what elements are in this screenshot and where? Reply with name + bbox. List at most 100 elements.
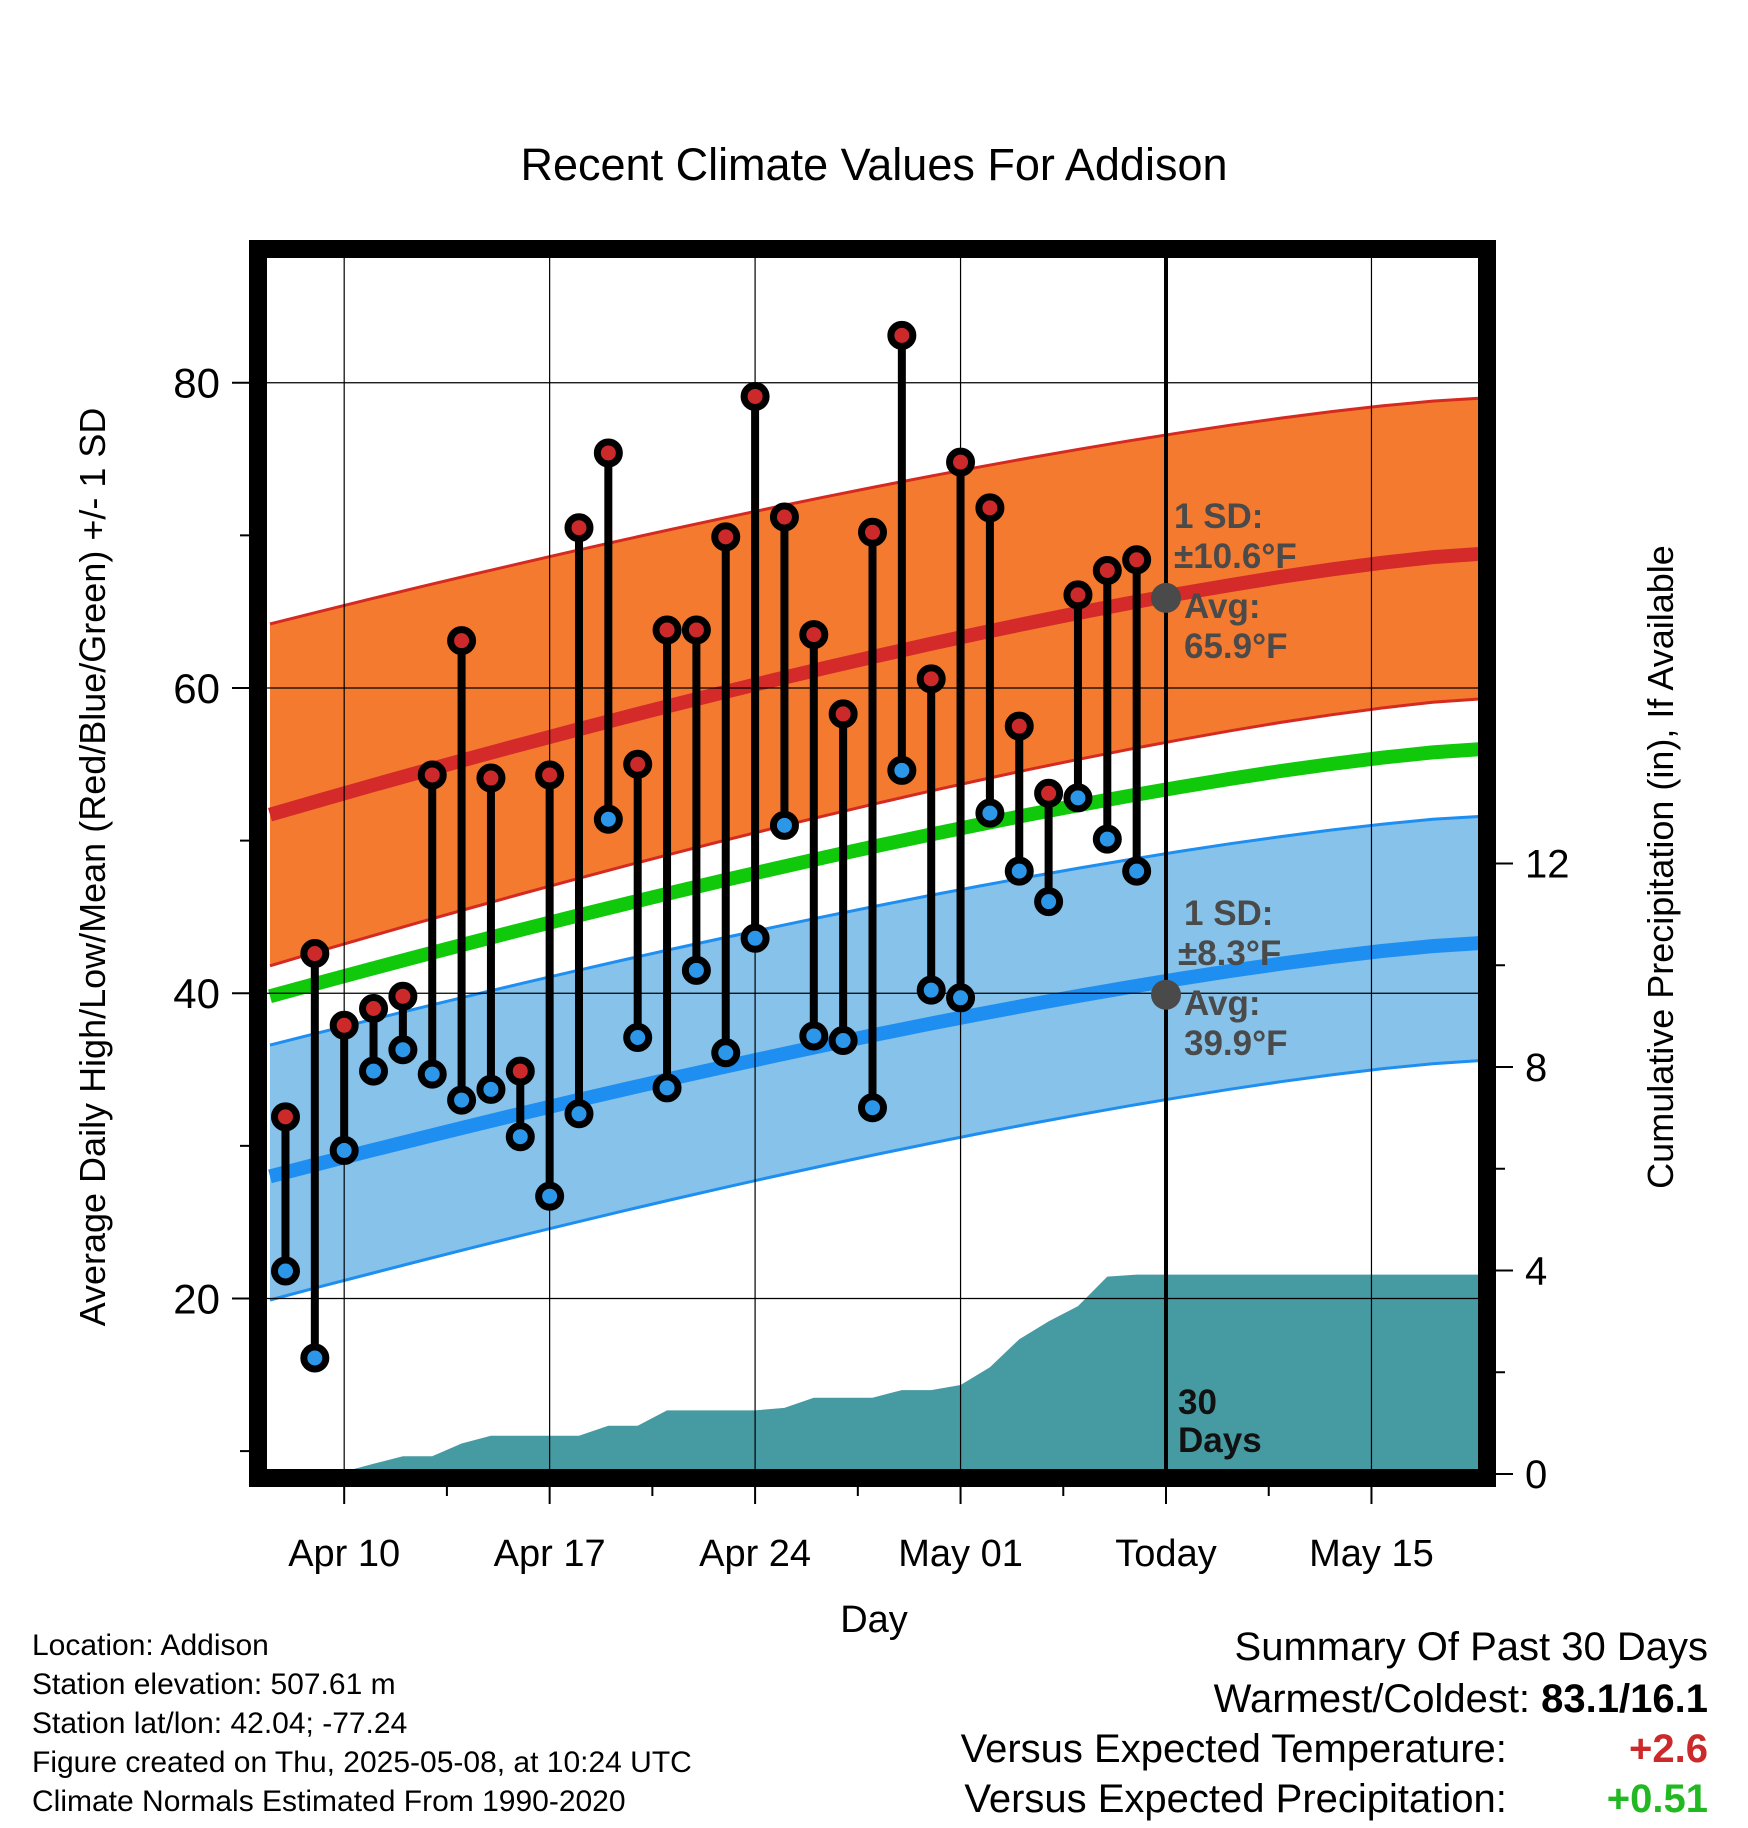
low-point bbox=[1122, 856, 1152, 886]
high-sd-label: 1 SD: bbox=[1174, 497, 1263, 536]
y-axis-label: Average Daily High/Low/Mean (Red/Blue/Gr… bbox=[72, 408, 113, 1327]
info-created: Figure created on Thu, 2025-05-08, at 10… bbox=[32, 1746, 692, 1779]
low-point bbox=[329, 1135, 359, 1165]
low-point bbox=[799, 1021, 829, 1051]
high-point bbox=[1034, 778, 1064, 808]
x-tick-label: Today bbox=[1115, 1533, 1216, 1575]
summary-precip-label: Versus Expected Precipitation: bbox=[964, 1777, 1507, 1821]
low-point bbox=[975, 798, 1005, 828]
low-point bbox=[858, 1093, 887, 1123]
low-point bbox=[564, 1099, 594, 1129]
info-latlon: Station lat/lon: 42.04; -77.24 bbox=[32, 1707, 408, 1740]
low-point bbox=[652, 1073, 682, 1103]
summary-warmest-label: Warmest/Coldest: bbox=[1213, 1677, 1531, 1721]
high-point bbox=[858, 517, 887, 547]
low-sd-label: 1 SD: bbox=[1184, 894, 1273, 933]
high-point bbox=[946, 447, 976, 477]
high-point bbox=[535, 760, 565, 790]
high-point bbox=[740, 381, 770, 411]
precipitation-area bbox=[335, 1274, 1483, 1474]
high-sd-value: ±10.6°F bbox=[1174, 537, 1297, 576]
today-high-avg-dot bbox=[1151, 582, 1182, 613]
high-point bbox=[300, 939, 330, 969]
high-point bbox=[329, 1010, 359, 1040]
summary-panel: Summary Of Past 30 Days Warmest/Coldest:… bbox=[961, 1620, 1708, 1824]
plot-frame bbox=[249, 240, 1496, 1487]
high-point bbox=[447, 626, 477, 656]
low-point bbox=[417, 1059, 447, 1089]
summary-precip-value: +0.51 bbox=[1606, 1777, 1708, 1821]
x-tick-label: Apr 17 bbox=[494, 1533, 606, 1575]
low-point bbox=[1004, 856, 1034, 886]
y-tick-label: 80 bbox=[173, 360, 220, 407]
chart-title: Recent Climate Values For Addison bbox=[520, 139, 1227, 190]
low-point bbox=[740, 923, 770, 953]
low-point bbox=[1063, 783, 1093, 813]
high-point bbox=[769, 502, 799, 532]
info-normals: Climate Normals Estimated From 1990-2020 bbox=[32, 1785, 626, 1818]
high-avg-value: 65.9°F bbox=[1184, 627, 1288, 666]
high-point bbox=[476, 763, 506, 793]
info-location: Location: Addison bbox=[32, 1629, 269, 1662]
low-point bbox=[505, 1122, 535, 1152]
summary-warmest-value: 83.1/16.1 bbox=[1541, 1677, 1708, 1721]
low-point bbox=[887, 755, 917, 785]
summary-title: Summary Of Past 30 Days bbox=[1234, 1625, 1708, 1669]
x-tick-label: Apr 10 bbox=[288, 1533, 400, 1575]
low-point bbox=[1034, 887, 1064, 917]
high-point bbox=[1122, 545, 1152, 575]
x-tick-label: Apr 24 bbox=[699, 1533, 811, 1575]
low-point bbox=[946, 983, 976, 1013]
high-point bbox=[681, 615, 711, 645]
high-point bbox=[359, 993, 389, 1023]
low-sd-value: ±8.3°F bbox=[1178, 934, 1281, 973]
summary-precip-row: Versus Expected Precipitation: +0.51 bbox=[961, 1774, 1708, 1824]
low-point bbox=[769, 810, 799, 840]
high-point bbox=[652, 615, 682, 645]
low-point bbox=[535, 1181, 565, 1211]
high-avg-label: Avg: bbox=[1184, 587, 1260, 626]
high-point bbox=[623, 749, 653, 779]
today-low-avg-dot bbox=[1151, 979, 1182, 1010]
high-point bbox=[564, 513, 594, 543]
low-point bbox=[711, 1038, 741, 1068]
low-point bbox=[359, 1056, 389, 1086]
high-point bbox=[799, 620, 829, 650]
y2-axis-label: Cumulative Precipitation (in), If Availa… bbox=[1640, 545, 1681, 1189]
low-point bbox=[828, 1026, 858, 1056]
x-tick-label: May 15 bbox=[1309, 1533, 1434, 1575]
high-point bbox=[388, 981, 418, 1011]
low-point bbox=[388, 1035, 418, 1065]
y-tick-label: 60 bbox=[173, 665, 220, 712]
high-point bbox=[417, 760, 447, 790]
high-normal-band-upper-edge bbox=[269, 396, 1484, 626]
high-point bbox=[270, 1102, 300, 1132]
station-info: Location: Addison Station elevation: 507… bbox=[32, 1626, 692, 1821]
y2-tick-label: 4 bbox=[1525, 1250, 1547, 1294]
y-tick-label: 20 bbox=[173, 1275, 220, 1322]
high-point bbox=[1092, 555, 1122, 585]
y2-tick-label: 0 bbox=[1525, 1453, 1547, 1497]
low-point bbox=[623, 1022, 653, 1052]
days-unit-label: Days bbox=[1178, 1421, 1262, 1460]
high-point bbox=[1004, 711, 1034, 741]
low-point bbox=[447, 1085, 477, 1115]
x-tick-label: May 01 bbox=[898, 1533, 1023, 1575]
low-avg-value: 39.9°F bbox=[1184, 1024, 1288, 1063]
high-point bbox=[505, 1056, 535, 1086]
high-point bbox=[887, 320, 917, 350]
low-point bbox=[1092, 824, 1122, 854]
high-point bbox=[1063, 580, 1093, 610]
x-axis-label: Day bbox=[840, 1599, 908, 1641]
y2-tick-label: 8 bbox=[1525, 1046, 1547, 1090]
y2-tick-label: 12 bbox=[1525, 843, 1570, 887]
low-point bbox=[593, 804, 623, 834]
y-tick-label: 40 bbox=[173, 970, 220, 1017]
low-point bbox=[476, 1074, 506, 1104]
low-point bbox=[300, 1343, 330, 1373]
info-elevation: Station elevation: 507.61 m bbox=[32, 1668, 396, 1701]
low-avg-label: Avg: bbox=[1184, 984, 1260, 1023]
low-point bbox=[270, 1256, 300, 1286]
days-count-label: 30 bbox=[1178, 1383, 1217, 1422]
